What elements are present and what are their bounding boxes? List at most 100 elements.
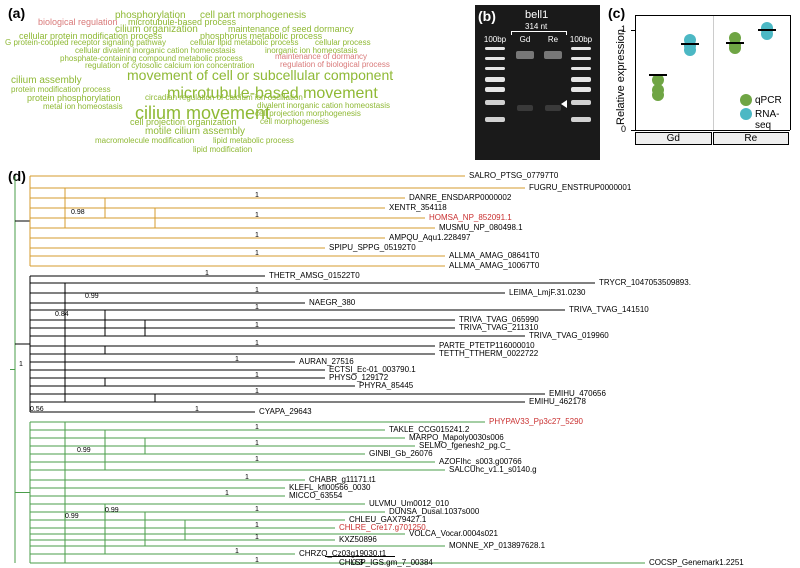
svg-text:0.98: 0.98 bbox=[71, 209, 85, 216]
taxon-label: PHYRA_85445 bbox=[359, 381, 413, 390]
median-bar bbox=[681, 43, 699, 45]
svg-text:1: 1 bbox=[255, 388, 259, 395]
svg-text:1: 1 bbox=[255, 456, 259, 463]
taxon-label: THETR_AMSG_01522T0 bbox=[269, 271, 360, 280]
gel-title: bell1 bbox=[525, 9, 548, 21]
wordcloud-term: cell morphogenesis bbox=[260, 117, 329, 126]
svg-text:1: 1 bbox=[255, 440, 259, 447]
legend-label: qPCR bbox=[755, 95, 782, 106]
taxon-label: ALLMA_AMAG_08641T0 bbox=[449, 251, 539, 260]
gel-lane-label: Gd bbox=[513, 35, 537, 44]
gel-ladder-band bbox=[485, 117, 505, 122]
data-point bbox=[684, 44, 696, 56]
taxon-label: TRYCR_1047053509893. bbox=[599, 278, 691, 287]
gel-ladder-band bbox=[571, 77, 591, 82]
svg-text:1: 1 bbox=[255, 372, 259, 379]
gel-ladder-band bbox=[485, 87, 505, 92]
svg-text:1: 1 bbox=[19, 361, 23, 368]
svg-text:0.99: 0.99 bbox=[85, 293, 99, 300]
wordcloud-panel: cilium movementmicrotubule-based movemen… bbox=[5, 5, 470, 160]
wordcloud-term: microtubule-based process bbox=[128, 17, 236, 27]
taxon-label: TRIVA_TVAG_141510 bbox=[569, 305, 649, 314]
gel-ladder-band bbox=[571, 117, 591, 122]
svg-text:1: 1 bbox=[255, 192, 259, 199]
gel-lane-label: Re bbox=[541, 35, 565, 44]
svg-text:1: 1 bbox=[255, 557, 259, 564]
taxon-label: DANRE_ENSDARP0000002 bbox=[409, 193, 511, 202]
legend-dot bbox=[740, 94, 752, 106]
gel-lane-label: 100bp bbox=[569, 35, 593, 44]
legend-dot bbox=[740, 108, 752, 120]
taxon-label: PHYPAV33_Pp3c27_5290 bbox=[489, 417, 583, 426]
taxon-label: TETTH_TTHERM_0022722 bbox=[439, 349, 538, 358]
taxon-label: ALLMA_AMAG_10067T0 bbox=[449, 261, 539, 270]
svg-text:0.99: 0.99 bbox=[77, 447, 91, 454]
svg-text:1: 1 bbox=[255, 506, 259, 513]
taxon-label: TRIVA_TVAG_019960 bbox=[529, 331, 609, 340]
taxon-label: NAEGR_380 bbox=[309, 298, 355, 307]
y-tick-label: 0 bbox=[621, 124, 626, 134]
svg-text:1: 1 bbox=[235, 356, 239, 363]
taxon-label: KXZ50896 bbox=[339, 535, 377, 544]
gel-ladder-band bbox=[485, 67, 505, 70]
taxon-label: COCSP_Genemark1.2251 bbox=[649, 558, 744, 567]
gel-size-label: 314 nt bbox=[525, 22, 547, 31]
wordcloud-term: lipid modification bbox=[193, 145, 252, 154]
gel-ladder-band bbox=[571, 100, 591, 105]
gel-ladder-band bbox=[571, 47, 591, 50]
svg-text:1: 1 bbox=[235, 548, 239, 555]
taxon-label: MUSMU_NP_080498.1 bbox=[439, 223, 523, 232]
wordcloud-term: biological regulation bbox=[38, 17, 118, 27]
gel-panel: bell1314 nt 100bp Gd Re 100bp bbox=[475, 5, 600, 160]
svg-text:1: 1 bbox=[255, 522, 259, 529]
gel-ladder-band bbox=[485, 57, 505, 60]
taxon-label: SPIPU_SPPG_05192T0 bbox=[329, 243, 416, 252]
taxon-label: SALRO_PTSG_07797T0 bbox=[469, 171, 558, 180]
gel-ladder-band bbox=[571, 87, 591, 92]
svg-text:1: 1 bbox=[205, 270, 209, 277]
taxon-label: HOMSA_NP_852091.1 bbox=[429, 213, 512, 222]
taxon-label: CYAPA_29643 bbox=[259, 407, 312, 416]
svg-text:1: 1 bbox=[255, 534, 259, 541]
wordcloud-term: regulation of cytosolic calcium ion conc… bbox=[85, 61, 254, 70]
svg-text:1: 1 bbox=[255, 287, 259, 294]
svg-text:1: 1 bbox=[255, 304, 259, 311]
gel-lane-label: 100bp bbox=[483, 35, 507, 44]
wordcloud-term: regulation of biological process bbox=[280, 60, 390, 69]
y-axis-label: Relative expression bbox=[615, 29, 627, 125]
data-point bbox=[652, 89, 664, 101]
svg-text:1: 1 bbox=[225, 490, 229, 497]
median-bar bbox=[758, 29, 776, 31]
taxon-label: MONNE_XP_013897628.1 bbox=[449, 541, 545, 550]
tree-panel: 0.980.840.990.5610.990.990.9911111111111… bbox=[5, 168, 795, 560]
gel-sample-band bbox=[516, 51, 534, 59]
svg-text:1: 1 bbox=[255, 250, 259, 257]
taxon-label: TRIVA_TVAG_211310 bbox=[459, 323, 538, 332]
svg-text:1: 1 bbox=[255, 322, 259, 329]
median-bar bbox=[649, 74, 667, 76]
facet-label: Re bbox=[713, 132, 790, 145]
gel-arrow bbox=[561, 100, 567, 108]
svg-text:0.56: 0.56 bbox=[30, 406, 44, 413]
scale-label: 0.3 bbox=[352, 558, 363, 567]
taxon-label: GINBI_Gb_26076 bbox=[369, 449, 433, 458]
taxon-label: AMPQU_Aqu1.228497 bbox=[389, 233, 470, 242]
svg-text:1: 1 bbox=[245, 474, 249, 481]
gel-ladder-band bbox=[485, 77, 505, 82]
wordcloud-term: macromolecule modification bbox=[95, 136, 194, 145]
panel-b-label: (b) bbox=[478, 8, 496, 24]
gel-ladder-band bbox=[485, 100, 505, 105]
svg-text:0.99: 0.99 bbox=[105, 507, 119, 514]
legend-label: RNA-seq bbox=[755, 109, 795, 131]
svg-text:1: 1 bbox=[255, 340, 259, 347]
svg-text:1: 1 bbox=[255, 212, 259, 219]
taxon-label: VOLCA_Vocar.0004s021 bbox=[409, 529, 498, 538]
gel-ladder-band bbox=[485, 47, 505, 50]
gel-ladder-band bbox=[571, 67, 591, 70]
taxon-label: XENTR_354118 bbox=[389, 203, 447, 212]
gel-ladder-band bbox=[571, 57, 591, 60]
taxon-label: LEIMA_LmjF.31.0230 bbox=[509, 288, 586, 297]
svg-text:1: 1 bbox=[255, 232, 259, 239]
svg-text:1: 1 bbox=[255, 424, 259, 431]
facet-label: Gd bbox=[635, 132, 712, 145]
